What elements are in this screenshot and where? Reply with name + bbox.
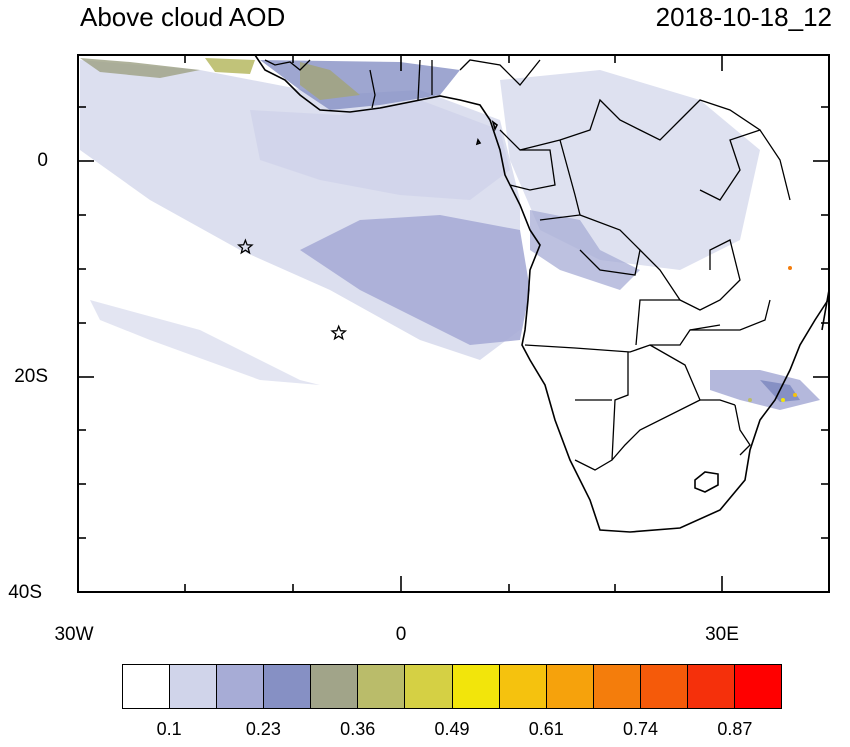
- lon-label-30e: 30E: [705, 624, 739, 645]
- colorbar-label: 0.36: [340, 719, 376, 739]
- colorbar-cell: [311, 665, 359, 708]
- map-datetime: 2018-10-18_12: [655, 2, 832, 32]
- lat-label-20s: 20S: [14, 366, 48, 387]
- colorbar-cell: [217, 665, 265, 708]
- bioko-island: [491, 119, 499, 132]
- colorbar-cell: [170, 665, 218, 708]
- colorbar-label: 0.1: [156, 719, 182, 739]
- country-borders: [264, 59, 791, 471]
- colorbar-cell: [358, 665, 406, 708]
- madagascar-coastline: [821, 289, 829, 331]
- star-marker: [330, 324, 348, 341]
- lon-label-30w: 30W: [54, 624, 94, 645]
- colorbar-cell: [640, 665, 688, 708]
- colorbar-label: 0.87: [717, 719, 753, 739]
- map-title: Above cloud AOD: [80, 2, 286, 32]
- africa-coastline: [254, 55, 829, 533]
- lesotho-border: [694, 471, 719, 493]
- colorbar-cell: [264, 665, 312, 708]
- colorbar-cell: [405, 665, 453, 708]
- colorbar-cell: [499, 665, 547, 708]
- lat-label-0: 0: [37, 150, 48, 171]
- map-plot: [77, 54, 830, 593]
- star-marker: [237, 238, 254, 255]
- colorbar-cell: [546, 665, 594, 708]
- aod-shading: [80, 58, 820, 410]
- axis-frame: [77, 54, 830, 593]
- colorbar-cell: [593, 665, 641, 708]
- colorbar-cell: [687, 665, 736, 708]
- colorbar-cell: [735, 665, 782, 708]
- sao-tome-island: [475, 138, 482, 146]
- lon-label-0: 0: [395, 624, 407, 645]
- colorbar-label: 0.74: [623, 719, 659, 739]
- colorbar: [122, 664, 782, 709]
- colorbar-cell: [123, 665, 171, 708]
- colorbar-cell: [452, 665, 500, 708]
- colorbar-label: 0.23: [245, 719, 281, 739]
- lat-label-40s: 40S: [8, 582, 42, 603]
- colorbar-label: 0.61: [528, 719, 564, 739]
- colorbar-label: 0.49: [434, 719, 470, 739]
- station-markers: [237, 238, 348, 341]
